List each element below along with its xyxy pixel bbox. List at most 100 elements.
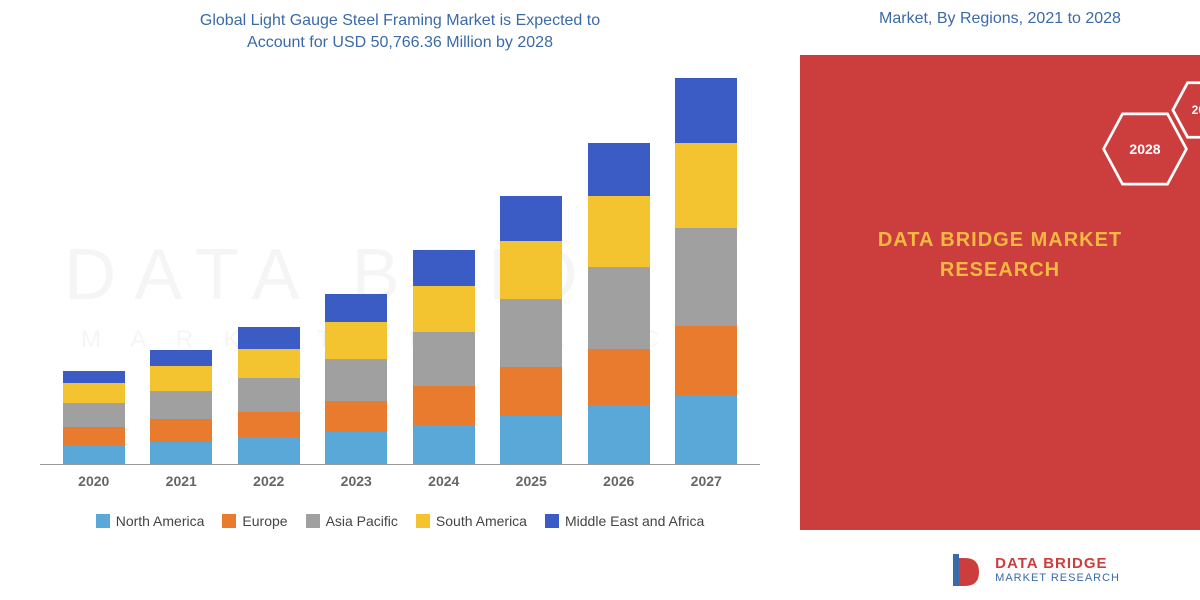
legend-item: South America xyxy=(416,513,527,529)
bar-group xyxy=(319,294,394,464)
bar-segment xyxy=(675,326,737,395)
x-axis-label: 2024 xyxy=(406,473,481,489)
bar-segment xyxy=(500,299,562,367)
legend-label: North America xyxy=(116,513,205,529)
bar-segment xyxy=(150,442,212,464)
legend-label: South America xyxy=(436,513,527,529)
legend-swatch xyxy=(306,514,320,528)
bar-stack xyxy=(238,327,300,463)
legend-item: Asia Pacific xyxy=(306,513,398,529)
bar-segment xyxy=(63,427,125,446)
chart-section: Global Light Gauge Steel Framing Market … xyxy=(0,0,800,600)
legend-swatch xyxy=(416,514,430,528)
bar-segment xyxy=(413,425,475,464)
legend-label: Middle East and Africa xyxy=(565,513,704,529)
bar-segment xyxy=(325,359,387,401)
x-axis-label: 2025 xyxy=(494,473,569,489)
legend: North America Europe Asia Pacific South Ame… xyxy=(20,513,780,529)
brand-line1: DATA BRIDGE MARKET xyxy=(878,229,1122,251)
hex-2021: 2021 xyxy=(1170,80,1200,140)
bar-group xyxy=(56,371,131,464)
bar-segment xyxy=(150,391,212,419)
bar-stack xyxy=(675,78,737,464)
bar-segment xyxy=(413,250,475,285)
bar-segment xyxy=(150,419,212,441)
bar-segment xyxy=(500,416,562,464)
x-axis-label: 2021 xyxy=(144,473,219,489)
bar-segment xyxy=(500,241,562,300)
chart-title-line2: Account for USD 50,766.36 Million by 202… xyxy=(247,34,553,51)
bar-segment xyxy=(413,332,475,386)
bar-segment xyxy=(63,383,125,403)
bar-stack xyxy=(500,196,562,463)
bar-segment xyxy=(63,371,125,383)
bar-segment xyxy=(413,286,475,332)
main-container: Global Light Gauge Steel Framing Market … xyxy=(0,0,1200,600)
bar-segment xyxy=(325,322,387,359)
x-axis-label: 2027 xyxy=(669,473,744,489)
logo-text: DATA BRIDGE MARKET RESEARCH xyxy=(995,556,1120,585)
bar-group xyxy=(494,196,569,463)
bar-group xyxy=(669,78,744,464)
legend-label: Europe xyxy=(242,513,287,529)
legend-swatch xyxy=(222,514,236,528)
bar-segment xyxy=(150,350,212,367)
brand-line2: RESEARCH xyxy=(940,259,1060,281)
legend-swatch xyxy=(96,514,110,528)
bar-segment xyxy=(500,196,562,241)
bar-group xyxy=(581,143,656,464)
x-axis-labels: 2020 2021 2022 2023 2024 2025 2026 2027 xyxy=(40,465,760,489)
logo-main: DATA BRIDGE xyxy=(995,556,1120,573)
bar-stack xyxy=(63,371,125,464)
legend-item: Europe xyxy=(222,513,287,529)
bar-segment xyxy=(325,401,387,433)
x-axis-label: 2022 xyxy=(231,473,306,489)
chart-title-line1: Global Light Gauge Steel Framing Market … xyxy=(200,12,600,29)
bar-group xyxy=(406,250,481,464)
bar-stack xyxy=(588,143,650,464)
logo-icon xyxy=(945,550,985,590)
bar-segment xyxy=(238,412,300,438)
brand-text: DATA BRIDGE MARKET RESEARCH xyxy=(800,225,1200,285)
bar-segment xyxy=(63,445,125,464)
bar-segment xyxy=(63,403,125,426)
bar-segment xyxy=(500,367,562,415)
bar-segment xyxy=(588,406,650,464)
bar-stack xyxy=(150,350,212,464)
logo-sub: MARKET RESEARCH xyxy=(995,572,1120,584)
bar-segment xyxy=(238,327,300,348)
bar-segment xyxy=(325,294,387,322)
bar-segment xyxy=(588,196,650,267)
legend-label: Asia Pacific xyxy=(326,513,398,529)
bar-segment xyxy=(588,143,650,197)
bars-container xyxy=(40,75,760,465)
bar-segment xyxy=(150,366,212,391)
x-axis-label: 2023 xyxy=(319,473,394,489)
bar-group xyxy=(231,327,306,463)
hex-big-label: 2028 xyxy=(1129,141,1160,157)
legend-item: North America xyxy=(96,513,205,529)
bar-segment xyxy=(238,438,300,464)
bar-segment xyxy=(675,395,737,464)
x-axis-label: 2020 xyxy=(56,473,131,489)
bar-stack xyxy=(325,294,387,464)
right-panel: Market, By Regions, 2021 to 2028 2028 20… xyxy=(800,0,1200,600)
chart-title: Global Light Gauge Steel Framing Market … xyxy=(20,10,780,55)
x-axis-label: 2026 xyxy=(581,473,656,489)
chart-plot-area: 2020 2021 2022 2023 2024 2025 2026 2027 xyxy=(40,75,760,495)
right-header-text: Market, By Regions, 2021 to 2028 xyxy=(800,0,1200,28)
bar-segment xyxy=(238,378,300,411)
bar-segment xyxy=(325,432,387,464)
bar-segment xyxy=(675,228,737,326)
legend-item: Middle East and Africa xyxy=(545,513,704,529)
bar-segment xyxy=(588,267,650,349)
bar-segment xyxy=(588,349,650,407)
bar-group xyxy=(144,350,219,464)
bar-segment xyxy=(675,143,737,228)
bar-stack xyxy=(413,250,475,464)
bar-segment xyxy=(675,78,737,143)
bar-segment xyxy=(413,386,475,425)
hex-small-label: 2021 xyxy=(1192,103,1200,117)
bar-segment xyxy=(238,349,300,379)
bottom-logo: DATA BRIDGE MARKET RESEARCH xyxy=(945,550,1120,590)
